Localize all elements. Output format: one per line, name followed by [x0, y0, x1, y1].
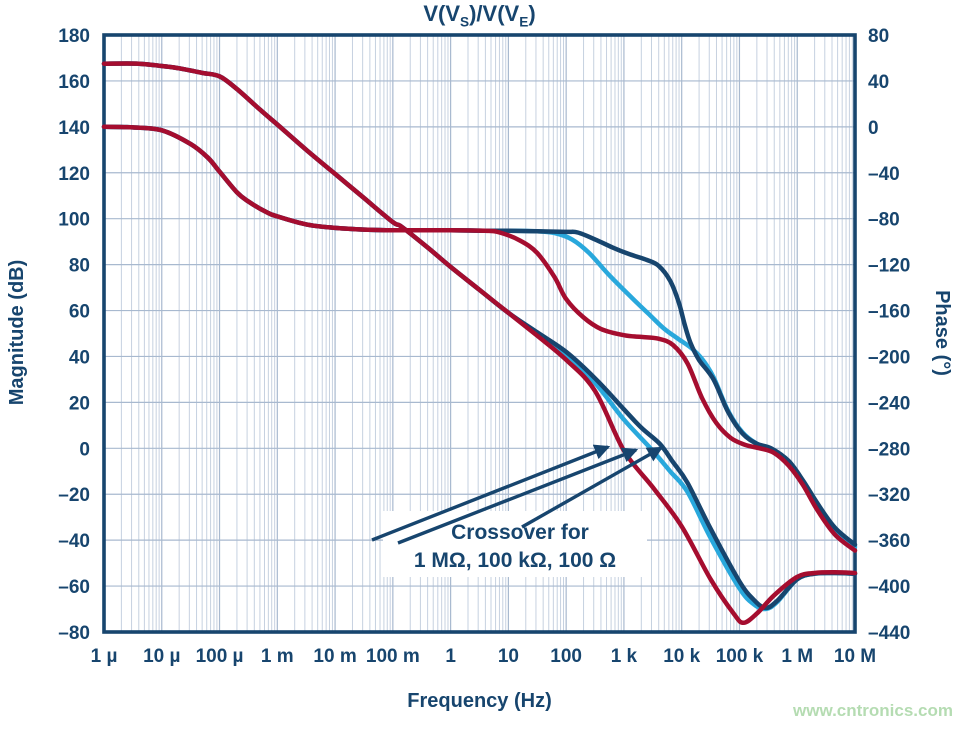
- y-right-tick-label: –240: [868, 393, 910, 414]
- x-tick-label: 10: [498, 646, 519, 667]
- x-tick-label: 1 µ: [91, 646, 118, 667]
- x-tick-label: 10 µ: [143, 646, 180, 667]
- y-left-tick-label: 20: [69, 393, 90, 414]
- y-right-tick-label: –40: [868, 164, 900, 185]
- x-tick-label: 100: [550, 646, 582, 667]
- y-right-tick-label: 40: [868, 72, 889, 93]
- y-right-tick-label: –360: [868, 531, 910, 552]
- y-left-tick-label: –80: [58, 623, 90, 644]
- y-right-tick-label: –80: [868, 210, 900, 231]
- y-left-tick-label: –40: [58, 531, 90, 552]
- y-left-tick-label: –60: [58, 577, 90, 598]
- y-right-tick-label: 0: [868, 118, 879, 139]
- crossover-arrow: [397, 447, 639, 545]
- y-right-tick-label: –400: [868, 577, 910, 598]
- y-left-tick-label: 0: [79, 439, 90, 460]
- x-tick-label: 1 M: [781, 646, 813, 667]
- y-right-tick-label: –200: [868, 347, 910, 368]
- x-tick-label: 10 k: [663, 646, 700, 667]
- y-left-tick-label: 40: [69, 347, 90, 368]
- x-tick-label: 100 k: [716, 646, 764, 667]
- x-tick-label: 100 µ: [196, 646, 244, 667]
- annotation-background: [383, 511, 647, 577]
- y-left-tick-label: 180: [58, 26, 90, 47]
- y-right-tick-label: –280: [868, 439, 910, 460]
- chart-title: V(VS)/V(VE): [104, 1, 855, 29]
- annotation: Crossover for 1 MΩ, 100 kΩ, 100 Ω: [371, 444, 664, 577]
- y-right-tick-label: –320: [868, 485, 910, 506]
- title-text: )/V(V: [469, 1, 520, 26]
- y-right-tick-label: 80: [868, 26, 889, 47]
- y-left-tick-label: 160: [58, 72, 90, 93]
- y-right-tick-label: –160: [868, 302, 910, 323]
- watermark: www.cntronics.com: [793, 701, 953, 720]
- annotation-text-line2: 1 MΩ, 100 kΩ, 100 Ω: [414, 549, 616, 572]
- y-left-tick-label: 100: [58, 210, 90, 231]
- x-tick-label: 1 m: [261, 646, 294, 667]
- x-axis-label: Frequency (Hz): [407, 690, 552, 712]
- plot-border: [102, 33, 857, 634]
- tick-labels: 1 µ 10 µ 100 µ 1 m 10 m 100 m 1 10 100 1 k 10 k 100…: [58, 26, 910, 667]
- curve-mag-1M: [101, 61, 858, 626]
- title-text: ): [528, 1, 536, 26]
- y-left-tick-label: 140: [58, 118, 90, 139]
- curves: [101, 61, 858, 626]
- plot-frame: [102, 33, 857, 634]
- x-tick-label: 1: [445, 646, 456, 667]
- title-subscript: E: [519, 14, 529, 30]
- annotation-text-line1: Crossover for: [451, 521, 589, 544]
- y-left-tick-label: 120: [58, 164, 90, 185]
- x-tick-label: 10 M: [834, 646, 876, 667]
- y-right-tick-label: –120: [868, 256, 910, 277]
- x-tick-label: 100 m: [366, 646, 420, 667]
- y-right-tick-label: –440: [868, 623, 910, 644]
- title-text: V(V: [423, 1, 461, 26]
- y-left-tick-label: 60: [69, 302, 90, 323]
- curve-ph-1M: [101, 124, 858, 553]
- crossover-arrow: [521, 446, 664, 529]
- y-left-tick-label: 80: [69, 256, 90, 277]
- y-left-tick-label: –20: [58, 485, 90, 506]
- crossover-arrows: [371, 444, 664, 545]
- x-tick-label: 1 k: [611, 646, 638, 667]
- x-tick-label: 10 m: [313, 646, 356, 667]
- title-subscript: S: [460, 14, 470, 30]
- crossover-arrow: [371, 444, 611, 542]
